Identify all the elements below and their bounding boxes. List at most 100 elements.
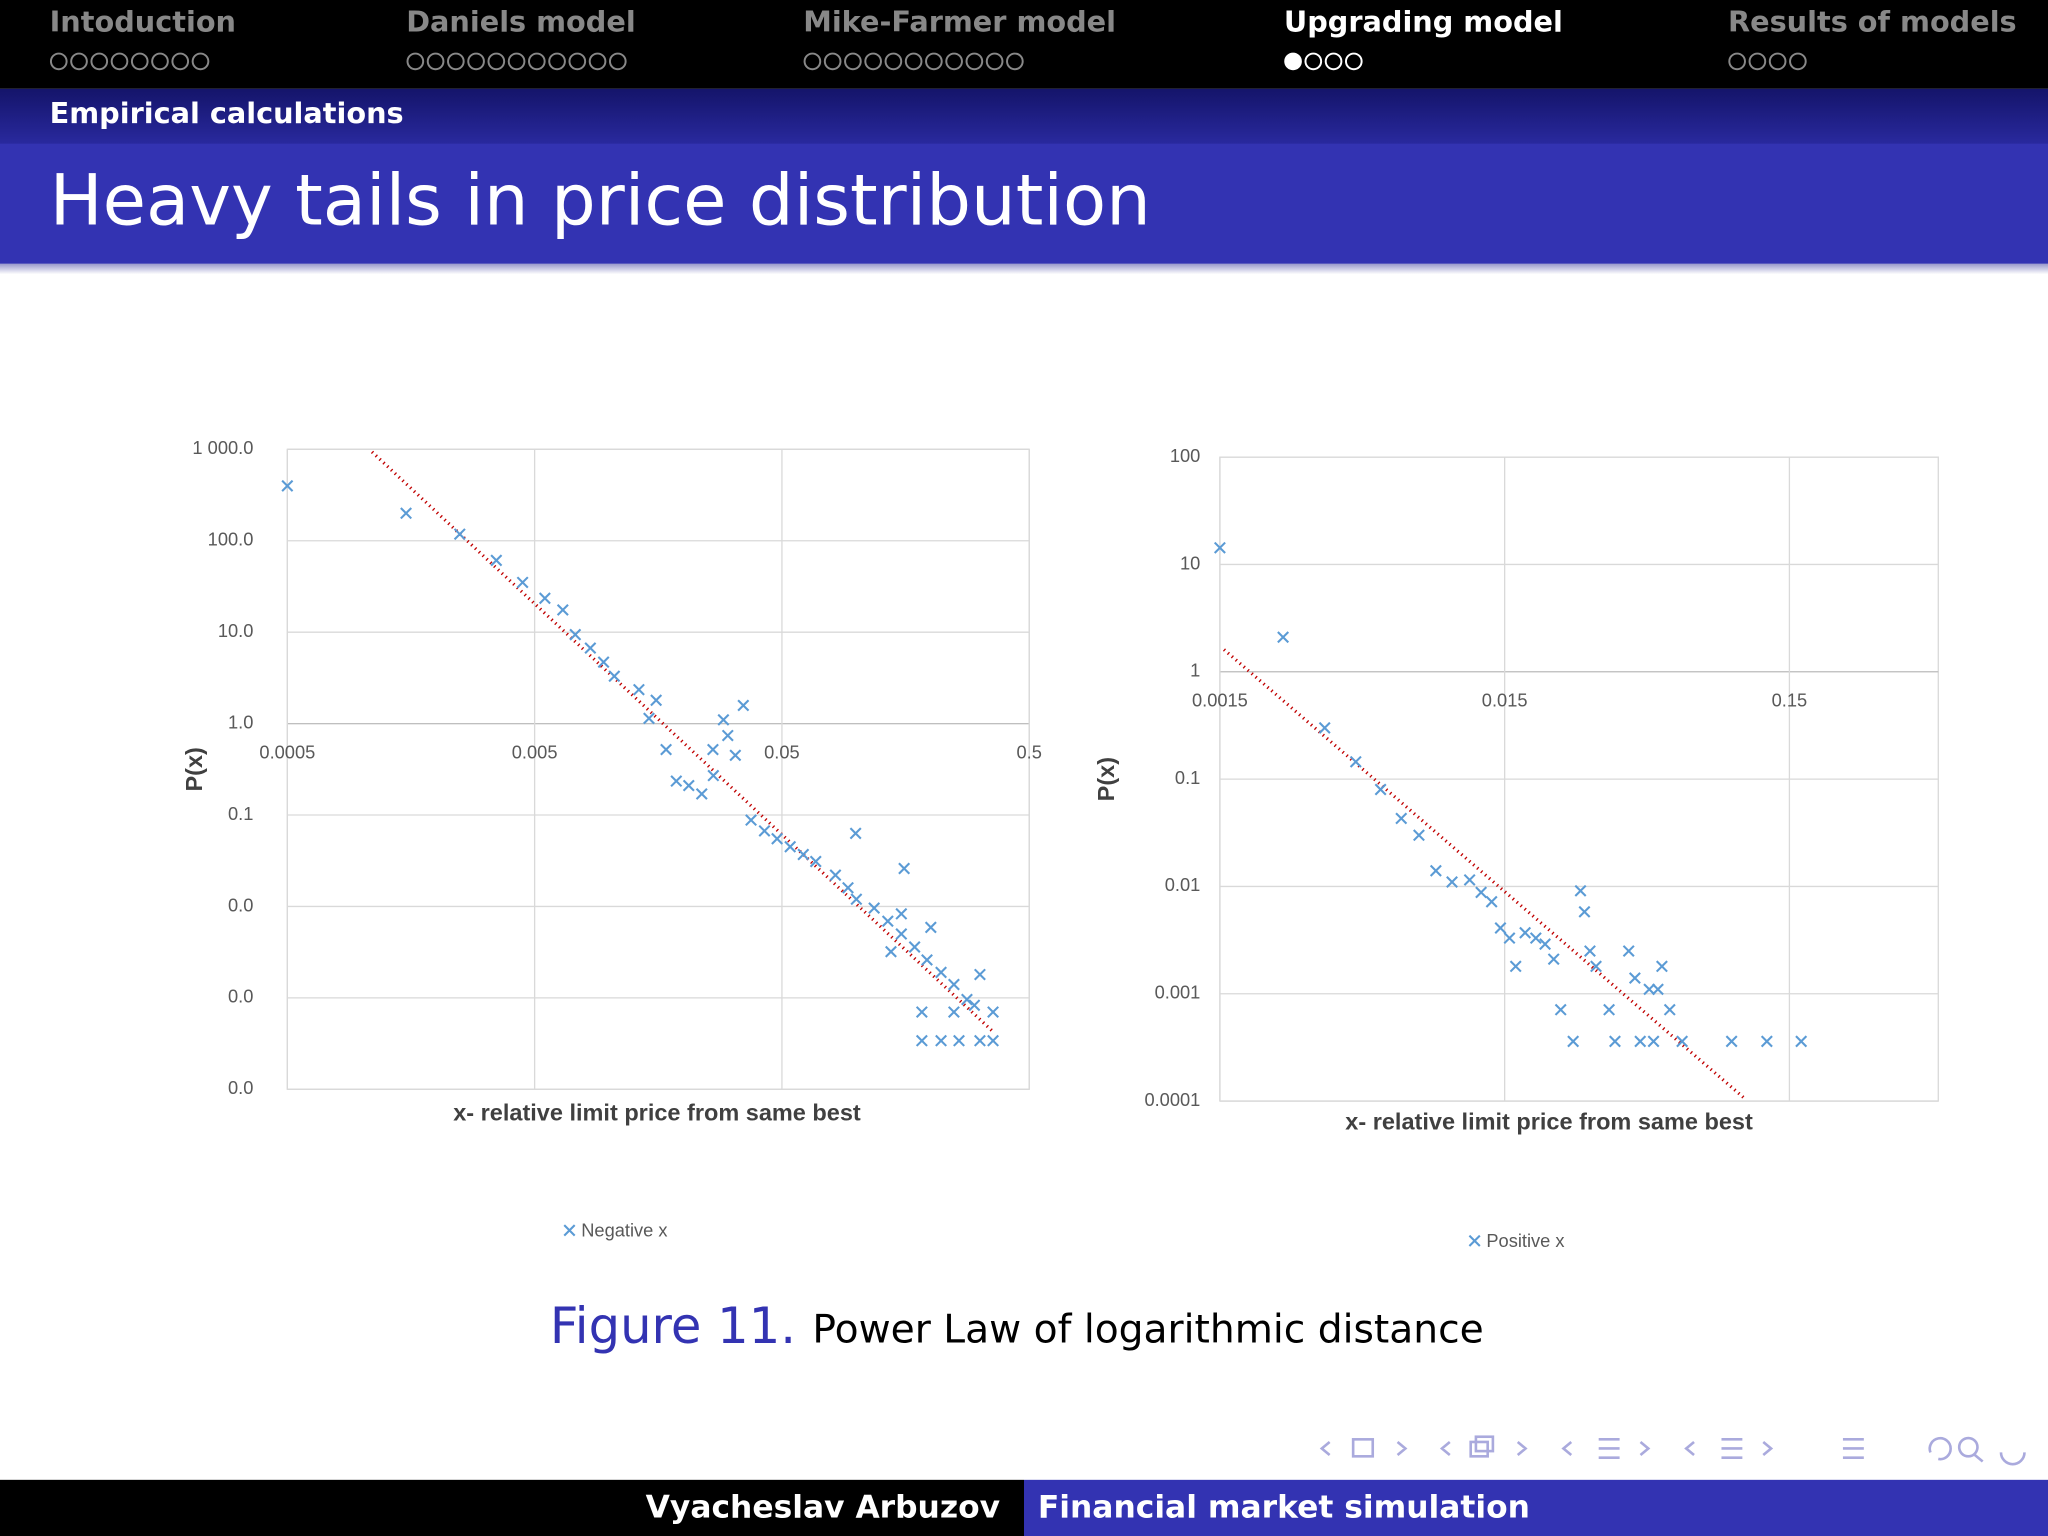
nav-dot	[1768, 52, 1787, 71]
x-axis-label: x- relative limit price from same best	[453, 1099, 861, 1125]
nav-dot	[406, 52, 425, 71]
trendline	[370, 450, 994, 1033]
data-point	[1655, 960, 1668, 973]
subsection: Empirical calculations	[50, 96, 404, 130]
trendline	[1222, 648, 1745, 1099]
nav-dot	[803, 52, 822, 71]
nav-dot	[110, 52, 129, 71]
data-point	[849, 827, 862, 840]
data-point	[935, 966, 948, 979]
legend-marker	[1468, 1234, 1481, 1247]
y-tick-label: 0.001	[1155, 982, 1201, 1003]
nav-bar	[0, 0, 2048, 89]
y-tick-label: 100.0	[208, 529, 254, 550]
data-point	[1485, 895, 1498, 908]
data-point	[842, 881, 854, 894]
data-point	[1374, 783, 1387, 796]
data-point	[895, 907, 908, 920]
x-axis-label: x- relative limit price from same best	[1345, 1108, 1753, 1134]
data-point	[737, 699, 750, 712]
data-point	[1318, 721, 1331, 734]
data-point	[1463, 873, 1476, 886]
nav-dot	[527, 52, 546, 71]
legend-label: Positive x	[1486, 1230, 1564, 1251]
data-point	[608, 670, 621, 683]
x-tick-label: 0.5	[1017, 741, 1042, 762]
data-point	[1475, 886, 1488, 899]
y-tick-label: 0.01	[1165, 874, 1201, 895]
y-tick-label: 0.0001	[1144, 1089, 1200, 1110]
data-point	[1643, 983, 1656, 996]
data-point	[643, 712, 655, 725]
x-tick-label: 0.015	[1482, 690, 1528, 711]
nav-dot	[823, 52, 842, 71]
data-point	[1509, 960, 1522, 973]
caption-text: Power Law of logarithmic distance	[812, 1308, 1483, 1353]
data-point	[784, 840, 797, 853]
data-point	[973, 1034, 986, 1047]
data-point	[898, 862, 911, 875]
data-point	[1429, 864, 1442, 877]
nav-dot	[1324, 52, 1343, 71]
data-point	[1634, 1035, 1647, 1048]
data-point	[745, 814, 757, 827]
data-point	[1349, 755, 1362, 768]
nav-dot	[191, 52, 210, 71]
nav-dot	[864, 52, 882, 71]
y-tick-label: 0.0	[228, 894, 253, 915]
data-point	[569, 628, 582, 641]
data-point	[771, 832, 784, 845]
nav-dot	[1728, 52, 1746, 71]
nav-section: Intoduction	[50, 5, 236, 39]
nav-dot	[945, 52, 963, 71]
data-point	[1539, 938, 1552, 951]
nav-dot	[1284, 52, 1302, 71]
data-point	[1647, 1035, 1660, 1048]
y-tick-label: 100	[1170, 445, 1200, 466]
nav-section: Results of models	[1728, 5, 2017, 39]
subsection-bar	[0, 88, 2048, 147]
nav-dot	[925, 52, 943, 71]
nav-dot	[426, 52, 445, 71]
data-point	[1583, 945, 1596, 957]
data-point	[885, 945, 897, 958]
data-point	[953, 1034, 965, 1047]
data-point	[1622, 945, 1635, 957]
y-axis-label: P(x)	[181, 747, 207, 791]
data-point	[1651, 983, 1664, 996]
nav-dot	[904, 52, 923, 71]
data-point	[281, 479, 294, 492]
data-point	[915, 1006, 928, 1019]
data-point	[706, 743, 719, 756]
data-point	[829, 869, 842, 882]
data-point	[1412, 829, 1425, 842]
data-point	[1574, 884, 1587, 897]
y-tick-label: 1 000.0	[192, 437, 253, 458]
slide-title: Heavy tails in price distribution	[50, 160, 1151, 242]
nav-dot	[884, 52, 903, 71]
data-point	[1395, 812, 1408, 825]
data-point	[1725, 1035, 1738, 1048]
data-point	[850, 893, 863, 906]
footer-title: Financial market simulation	[1038, 1490, 1530, 1526]
data-point	[1663, 1003, 1676, 1016]
y-tick-label: 10	[1180, 552, 1200, 573]
nav-section: Upgrading model	[1284, 5, 1563, 39]
nav-dot	[151, 52, 169, 71]
data-point	[717, 713, 730, 726]
footer-author: Vyacheslav Arbuzov	[646, 1490, 1000, 1526]
data-point	[538, 592, 551, 605]
legend-label: Negative x	[581, 1220, 667, 1241]
data-point	[947, 1006, 960, 1019]
data-point	[556, 603, 569, 616]
data-point	[968, 999, 981, 1012]
data-point	[632, 683, 645, 696]
data-point	[695, 787, 708, 800]
nav-dot	[965, 52, 984, 71]
nav-dot	[568, 52, 587, 71]
data-point	[1676, 1035, 1689, 1048]
data-point	[490, 554, 503, 567]
data-point	[1519, 926, 1532, 939]
nav-dot	[588, 52, 607, 71]
data-point	[921, 953, 933, 966]
